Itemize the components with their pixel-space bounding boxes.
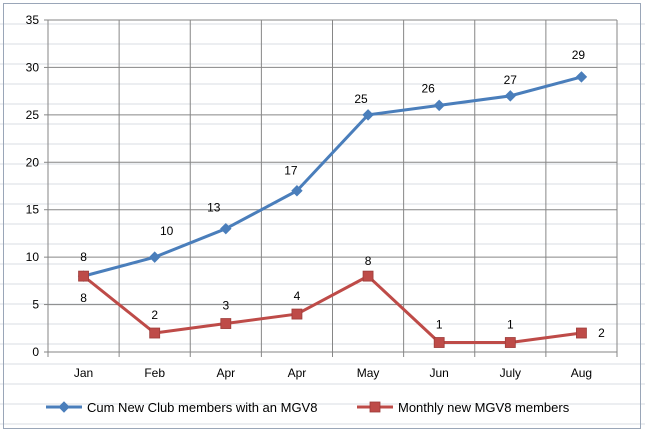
data-point-marker (220, 318, 232, 329)
chart-border (3, 3, 641, 429)
legend-label: Monthly new MGV8 members (398, 400, 570, 415)
data-point-marker (362, 109, 374, 121)
data-label: 1 (507, 318, 514, 332)
data-label: 4 (294, 289, 301, 303)
data-label: 2 (151, 308, 158, 322)
series-line (83, 75, 582, 278)
chart-series: 8 10 13 17 25 26 27 29 8 2 3 4 8 1 1 2 (77, 48, 605, 348)
y-tick-label: 5 (32, 298, 39, 312)
series-monthly: 8 2 3 4 8 1 1 2 (78, 254, 605, 348)
y-tick-label: 0 (32, 345, 39, 359)
legend-label: Cum New Club members with an MGV8 (87, 400, 317, 415)
data-point-marker (78, 270, 89, 282)
x-tick-label: Jan (74, 366, 93, 380)
x-tick-label: Feb (144, 366, 165, 380)
data-label: 8 (80, 291, 87, 305)
data-label: 10 (160, 224, 174, 238)
series-cumulative: 8 10 13 17 25 26 27 29 (77, 48, 588, 282)
y-tick-label: 25 (26, 108, 40, 122)
data-label: 3 (222, 299, 229, 313)
x-tick-label: Apr (216, 366, 235, 380)
y-tick-label: 30 (26, 60, 40, 74)
data-point-marker (148, 251, 161, 263)
data-label: 8 (365, 254, 372, 268)
data-label: 29 (572, 48, 586, 62)
data-label: 2 (598, 326, 605, 340)
data-point-marker (291, 185, 303, 197)
x-tick-label: Aug (571, 366, 592, 380)
data-label: 1 (436, 318, 443, 332)
data-point-marker (291, 308, 303, 320)
data-label: 27 (504, 73, 518, 87)
data-point-marker (433, 99, 445, 112)
legend-marker (369, 401, 381, 413)
data-point-marker (220, 222, 232, 235)
data-point-marker (504, 90, 517, 102)
legend-marker (58, 401, 70, 413)
x-tick-label: Apr (288, 366, 307, 380)
x-tick-label: July (500, 366, 521, 380)
x-tick-label: Jun (430, 366, 449, 380)
data-label: 13 (207, 201, 221, 215)
data-label: 17 (284, 164, 298, 178)
series-line (82, 274, 582, 345)
data-label: 8 (80, 250, 87, 264)
data-label: 26 (422, 81, 436, 95)
data-label: 25 (354, 92, 368, 106)
data-point-marker (576, 327, 587, 339)
data-point-marker (504, 337, 516, 348)
chart-gridlines (44, 19, 618, 357)
data-point-marker (575, 71, 588, 83)
legend-item-cumulative: Cum New Club members with an MGV8 (46, 400, 317, 415)
data-point-marker (362, 270, 374, 282)
y-tick-label: 10 (26, 250, 40, 264)
y-axis-tick-labels: 0 5 10 15 20 25 30 35 (26, 13, 40, 359)
y-tick-label: 35 (26, 13, 40, 27)
chart-legend: Cum New Club members with an MGV8 Monthly… (46, 400, 570, 415)
spreadsheet-background (0, 23, 645, 425)
y-tick-label: 15 (26, 203, 40, 217)
y-tick-label: 20 (26, 155, 40, 169)
data-point-marker (149, 327, 161, 339)
x-tick-label: May (357, 366, 380, 380)
legend-item-monthly: Monthly new MGV8 members (357, 400, 570, 415)
data-point-marker (433, 337, 445, 348)
x-axis-tick-labels: Jan Feb Apr Apr May Jun July Aug (74, 366, 592, 380)
